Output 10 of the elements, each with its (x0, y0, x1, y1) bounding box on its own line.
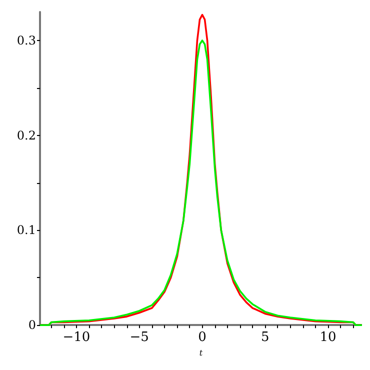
y-tick-label: 0.1 (16, 223, 36, 238)
x-tick-label: −10 (62, 330, 90, 346)
x-tick-label: 0 (198, 330, 206, 346)
y-tick-label: 0 (28, 318, 36, 332)
x-tick-label: 5 (261, 330, 270, 346)
y-tick-label: 0.2 (16, 128, 36, 142)
x-tick-label: −5 (130, 330, 149, 346)
y-tick-label: 0.3 (16, 33, 36, 48)
x-tick-label: 10 (320, 330, 336, 346)
x-axis-title: t (199, 348, 204, 358)
